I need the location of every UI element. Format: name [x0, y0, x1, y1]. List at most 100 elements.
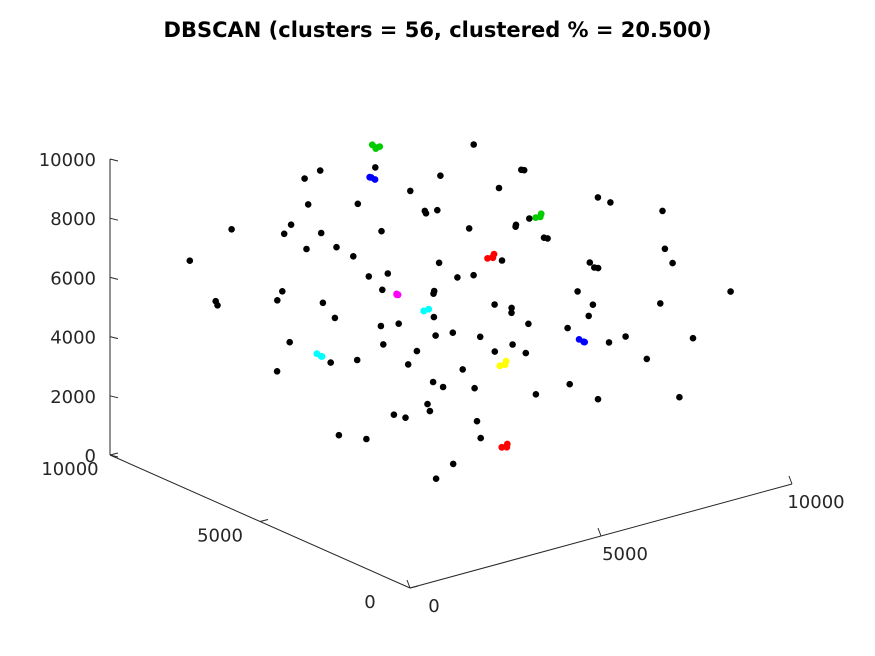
y-tick-label-0: 0: [364, 592, 375, 613]
noise-point-13: [564, 324, 571, 332]
noise-point-4: [495, 184, 503, 192]
noise-point-47: [378, 227, 385, 235]
z-tick-mark: [109, 454, 119, 458]
noise-point-98: [274, 297, 281, 304]
noise-point-75: [661, 245, 669, 253]
noise-point-29: [413, 347, 421, 355]
z-tick-mark: [109, 158, 119, 162]
noise-point-71: [273, 368, 281, 375]
noise-point-12: [432, 332, 439, 339]
noise-point-85: [363, 435, 370, 443]
noise-point-44: [544, 235, 551, 242]
noise-point-56: [566, 380, 573, 388]
noise-point-39: [473, 417, 481, 425]
cluster-point-4-2: [393, 290, 400, 298]
noise-point-32: [335, 431, 343, 439]
noise-point-77: [491, 348, 499, 355]
z-tick-mark: [109, 276, 119, 280]
noise-point-51: [454, 274, 461, 281]
noise-point-69: [498, 257, 506, 264]
cluster-point-8-2: [575, 336, 583, 343]
cluster-point-0-2: [484, 255, 491, 262]
noise-point-94: [430, 290, 437, 298]
y-tick-mark: [109, 452, 119, 456]
noise-point-11: [449, 460, 457, 468]
noise-point-0: [574, 288, 581, 295]
z-tick-label-0: 0: [85, 446, 96, 467]
noise-point-97: [669, 259, 676, 267]
noise-point-82: [333, 243, 340, 251]
noise-point-81: [594, 395, 602, 403]
noise-point-57: [317, 229, 325, 237]
noise-point-14: [522, 349, 530, 357]
noise-point-62: [379, 286, 386, 294]
cluster-point-6-2: [498, 443, 506, 451]
noise-point-95: [407, 187, 414, 195]
noise-point-27: [279, 288, 286, 295]
y-tick-label-2: 10000: [41, 459, 98, 480]
noise-point-21: [432, 475, 440, 483]
noise-point-8: [449, 329, 457, 337]
noise-point-2: [435, 259, 443, 267]
x-tick-label-0: 0: [428, 596, 439, 617]
cluster-point-5-2: [496, 362, 504, 370]
z-tick-mark: [109, 395, 119, 399]
cluster-point-6-1: [503, 440, 511, 448]
noise-point-66: [508, 304, 515, 312]
noise-point-45: [429, 378, 437, 386]
noise-point-26: [622, 333, 629, 340]
x-tick-mark: [597, 527, 602, 537]
noise-point-18: [643, 355, 651, 363]
noise-point-73: [459, 366, 467, 373]
noise-point-16: [301, 175, 308, 182]
noise-point-35: [350, 252, 357, 260]
noise-point-37: [676, 393, 683, 401]
cluster-point-9-1: [318, 353, 326, 360]
z-tick-label-2: 4000: [50, 328, 96, 349]
cluster-point-3-2: [420, 307, 428, 315]
x-tick-mark: [788, 475, 793, 485]
noise-point-49: [589, 301, 597, 309]
noise-point-5: [327, 359, 335, 366]
z-tick-label-5: 10000: [39, 150, 96, 171]
noise-point-25: [424, 400, 431, 408]
cluster-point-1-2: [368, 141, 376, 149]
noise-point-50: [186, 257, 194, 265]
noise-point-87: [509, 341, 516, 348]
cluster-point-7-2: [532, 214, 540, 222]
cluster-point-9-2: [313, 350, 321, 358]
z-tick-label-1: 2000: [50, 387, 96, 408]
noise-point-84: [434, 206, 441, 214]
noise-point-67: [228, 226, 235, 233]
noise-point-78: [303, 245, 310, 253]
noise-point-93: [508, 309, 515, 317]
points-layer: [186, 141, 734, 483]
chart-title: DBSCAN (clusters = 56, clustered % = 20.…: [163, 18, 712, 42]
tick-labels-layer: 0200040006000800010000050001000005000100…: [39, 150, 845, 617]
noise-point-65: [727, 288, 734, 295]
noise-point-80: [331, 314, 339, 322]
z-tick-mark: [109, 336, 119, 340]
cluster-point-0-1: [490, 250, 498, 258]
x-tick-label-2: 10000: [787, 492, 844, 513]
z-tick-label-4: 8000: [50, 209, 96, 230]
noise-point-91: [212, 297, 219, 305]
y-tick-mark: [409, 585, 419, 589]
noise-point-88: [591, 264, 598, 271]
noise-point-55: [430, 313, 438, 321]
noise-point-42: [476, 333, 484, 341]
noise-point-60: [526, 215, 533, 222]
noise-point-33: [607, 199, 614, 206]
noise-point-53: [477, 434, 485, 442]
noise-point-64: [390, 411, 398, 419]
noise-point-43: [316, 167, 324, 174]
noise-point-31: [491, 301, 498, 308]
z-tick-label-3: 6000: [50, 268, 96, 289]
noise-point-1: [384, 270, 392, 277]
noise-point-99: [421, 207, 429, 215]
noise-point-23: [287, 221, 295, 228]
noise-point-89: [304, 201, 312, 208]
noise-point-86: [585, 312, 592, 320]
